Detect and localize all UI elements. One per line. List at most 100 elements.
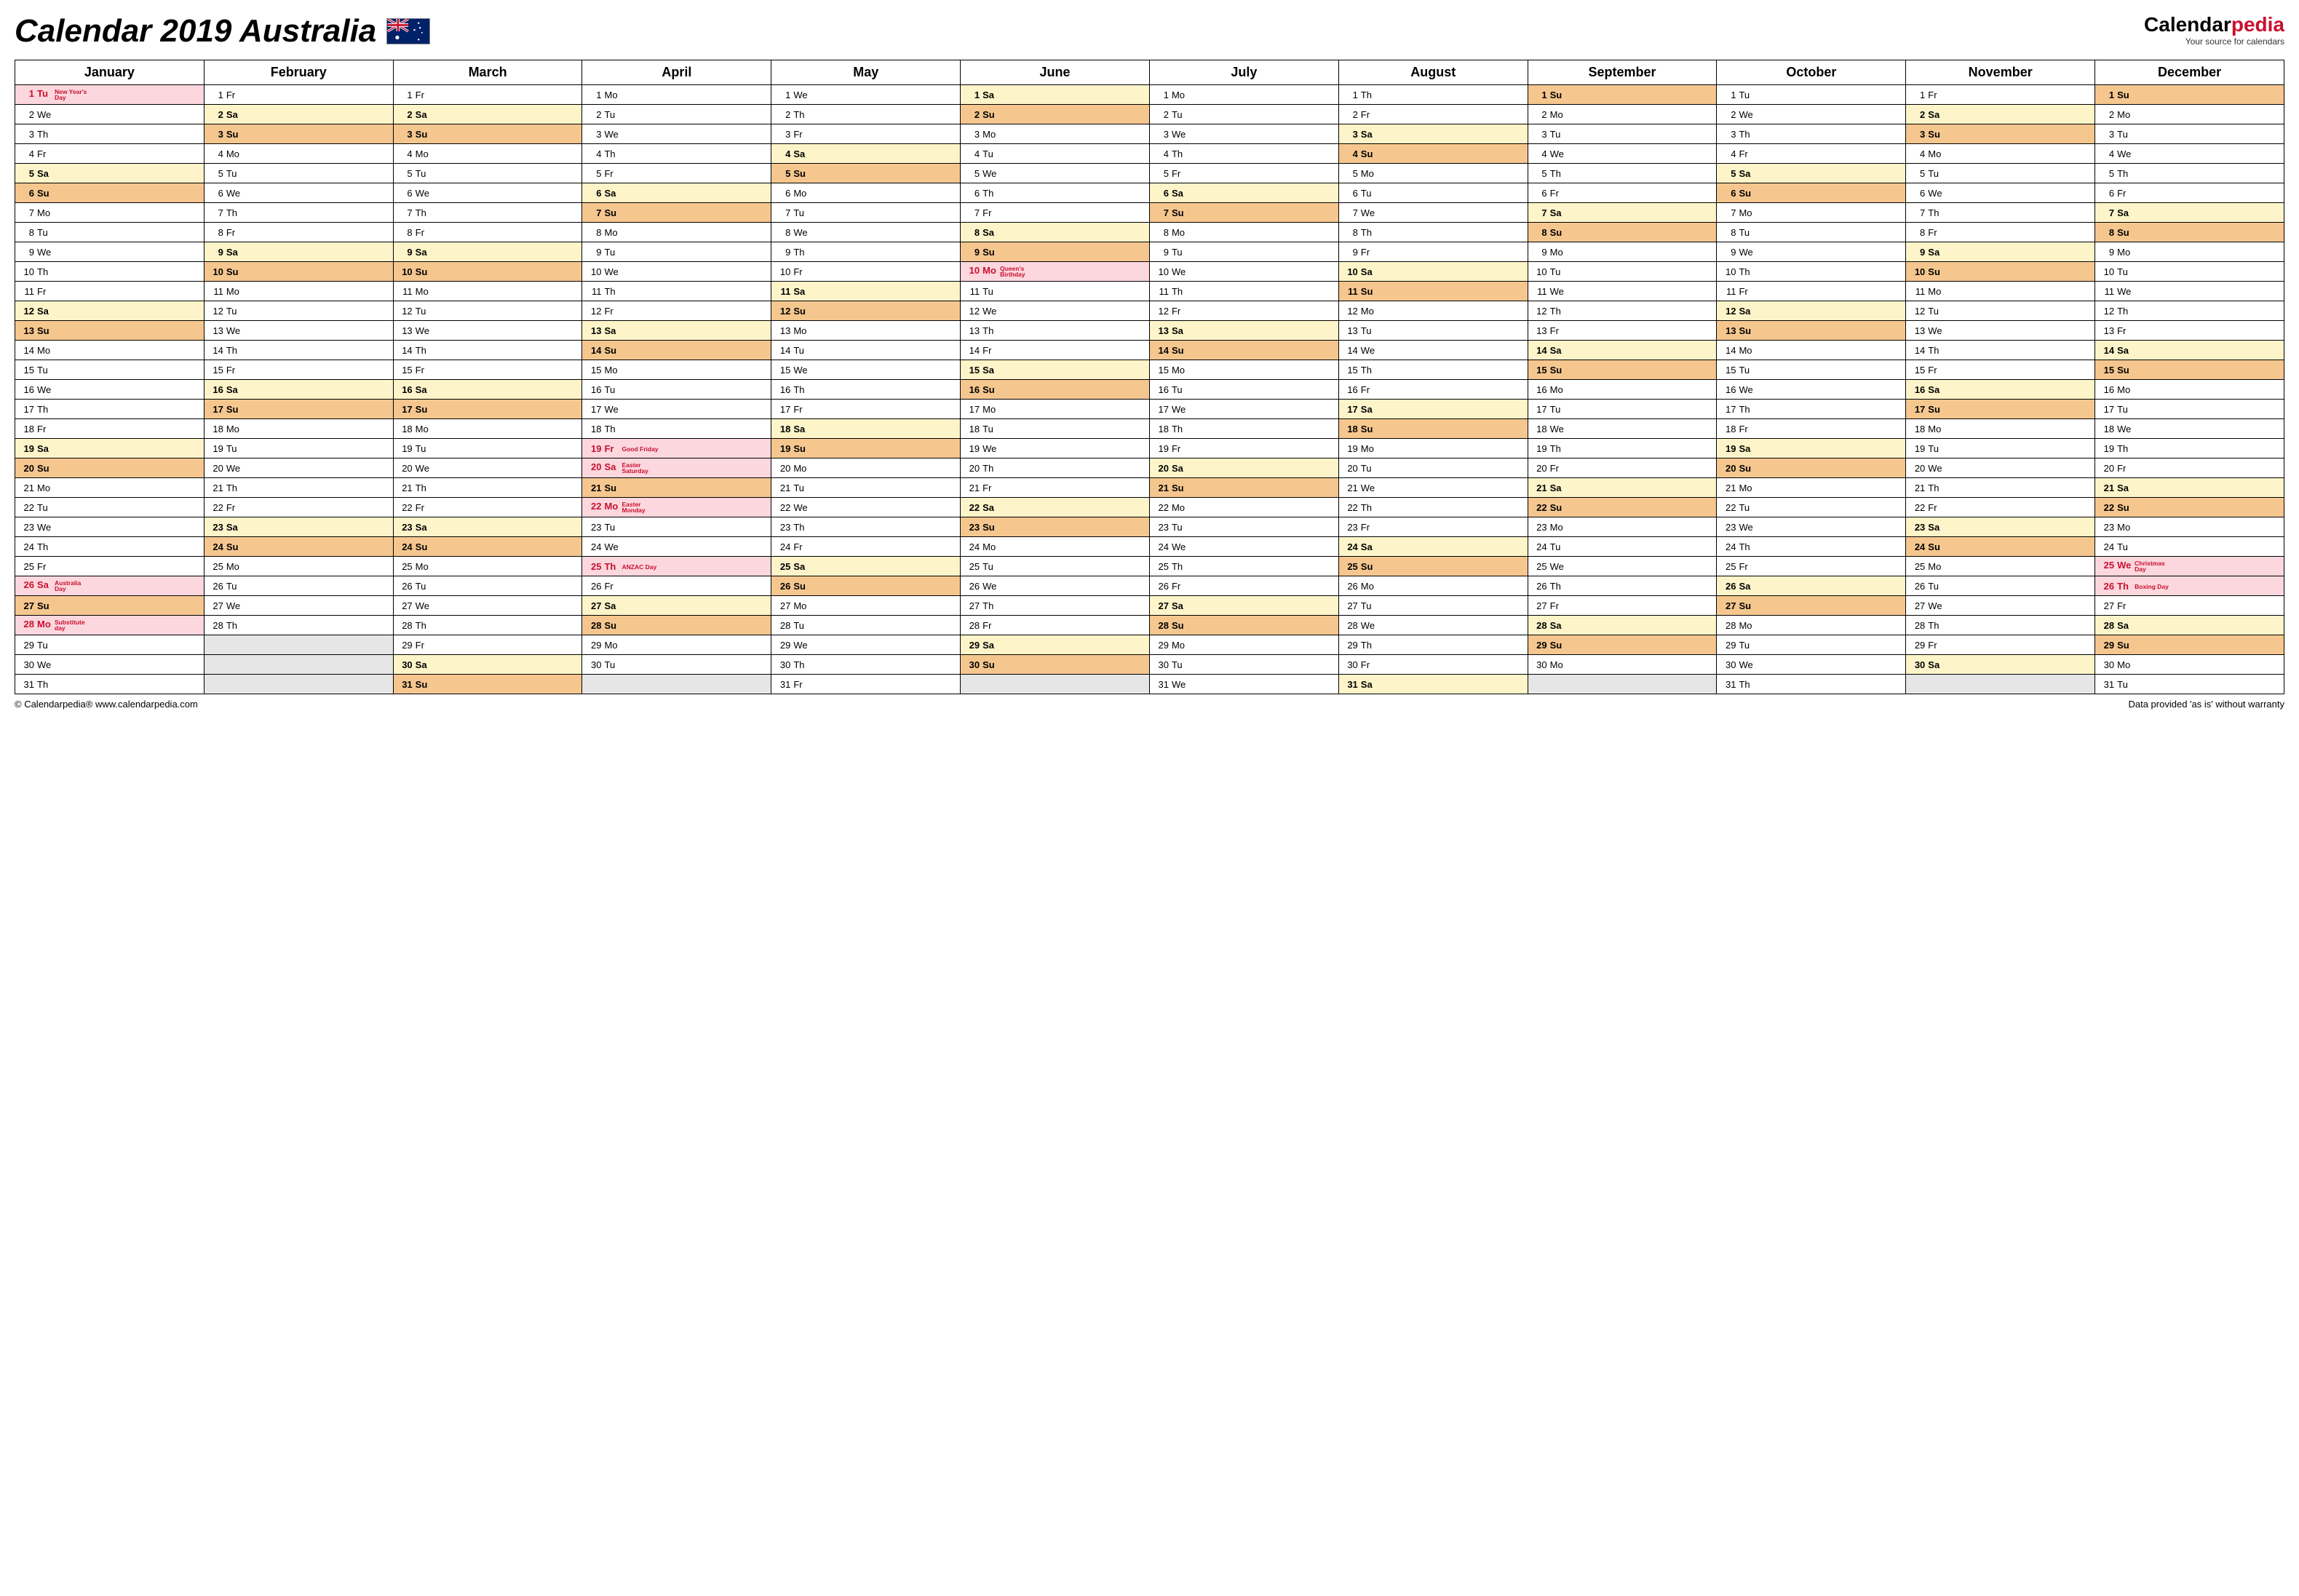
calendar-cell: 9Sa	[1906, 242, 2095, 262]
calendar-cell: 15Mo	[1149, 360, 1338, 380]
calendar-cell: 22Sa	[961, 498, 1150, 517]
calendar-cell: 14We	[1338, 341, 1528, 360]
calendar-cell: 11Th	[1149, 282, 1338, 301]
calendar-cell: 31Tu	[2095, 675, 2284, 694]
calendar-cell: 13We	[393, 321, 582, 341]
calendar-cell: 27Su	[1717, 596, 1906, 616]
calendar-cell: 16We	[15, 380, 205, 400]
calendar-cell: 23Sa	[1906, 517, 2095, 537]
calendar-cell: 19Sa	[15, 439, 205, 458]
calendar-cell: 17Th	[1717, 400, 1906, 419]
calendar-cell: 12Th	[2095, 301, 2284, 321]
calendar-cell: 12We	[961, 301, 1150, 321]
calendar-cell: 25Fr	[1717, 557, 1906, 576]
calendar-cell: 12Th	[1528, 301, 1717, 321]
calendar-cell: 15We	[771, 360, 961, 380]
calendar-cell: 26Fr	[582, 576, 771, 596]
calendar-cell: 27Sa	[1149, 596, 1338, 616]
calendar-cell: 3Sa	[1338, 124, 1528, 144]
calendar-cell: 30Fr	[1338, 655, 1528, 675]
calendar-cell: 15Mo	[582, 360, 771, 380]
calendar-cell: 22Fr	[393, 498, 582, 517]
calendar-cell: 24Sa	[1338, 537, 1528, 557]
calendar-cell: 24Tu	[2095, 537, 2284, 557]
calendar-cell: 10Su	[393, 262, 582, 282]
calendar-cell: 8We	[771, 223, 961, 242]
calendar-cell: 3Mo	[961, 124, 1150, 144]
calendar-cell: 6Fr	[1528, 183, 1717, 203]
calendar-cell: 23Tu	[582, 517, 771, 537]
calendar-cell: 14Mo	[1717, 341, 1906, 360]
calendar-cell: 30Tu	[582, 655, 771, 675]
calendar-cell: 31Fr	[771, 675, 961, 694]
calendar-cell: 9We	[1717, 242, 1906, 262]
calendar-cell: 30Su	[961, 655, 1150, 675]
calendar-cell: 4Su	[1338, 144, 1528, 164]
calendar-cell: 28MoSubstitute day	[15, 616, 205, 635]
calendar-cell: 5Su	[771, 164, 961, 183]
calendar-cell: 20Tu	[1338, 458, 1528, 478]
calendar-cell: 28Tu	[771, 616, 961, 635]
calendar-cell: 29We	[771, 635, 961, 655]
calendar-cell: 13Tu	[1338, 321, 1528, 341]
calendar-cell: 4Sa	[771, 144, 961, 164]
calendar-cell: 8Fr	[1906, 223, 2095, 242]
calendar-cell: 17Tu	[1528, 400, 1717, 419]
calendar-cell: 17Su	[204, 400, 393, 419]
calendar-cell: 14Su	[582, 341, 771, 360]
calendar-cell: 6We	[204, 183, 393, 203]
calendar-cell: 27Tu	[1338, 596, 1528, 616]
calendar-cell: 22We	[771, 498, 961, 517]
calendar-cell: 12Sa	[1717, 301, 1906, 321]
month-header: June	[961, 60, 1150, 85]
calendar-cell: 9Th	[771, 242, 961, 262]
calendar-cell: 26Tu	[204, 576, 393, 596]
calendar-cell: 24Fr	[771, 537, 961, 557]
calendar-cell: 3Su	[204, 124, 393, 144]
calendar-cell: 6Fr	[2095, 183, 2284, 203]
calendar-cell: 16We	[1717, 380, 1906, 400]
calendar-cell: 16Th	[771, 380, 961, 400]
page-title: Calendar 2019 Australia	[15, 13, 376, 49]
calendar-cell: 14Sa	[1528, 341, 1717, 360]
footer-right: Data provided 'as is' without warranty	[2128, 699, 2284, 710]
calendar-cell: 14Sa	[2095, 341, 2284, 360]
calendar-cell: 13We	[1906, 321, 2095, 341]
calendar-cell: 6Sa	[1149, 183, 1338, 203]
calendar-cell: 22Th	[1338, 498, 1528, 517]
calendar-cell: 13We	[204, 321, 393, 341]
calendar-cell: 10Tu	[1528, 262, 1717, 282]
calendar-cell: 29Th	[1338, 635, 1528, 655]
calendar-cell: 8Mo	[582, 223, 771, 242]
calendar-table: JanuaryFebruaryMarchAprilMayJuneJulyAugu…	[15, 60, 2284, 694]
calendar-cell: 3Tu	[2095, 124, 2284, 144]
calendar-cell: 9Fr	[1338, 242, 1528, 262]
month-header: January	[15, 60, 205, 85]
calendar-cell: 6Su	[1717, 183, 1906, 203]
calendar-cell: 2Fr	[1338, 105, 1528, 124]
calendar-cell: 22Fr	[1906, 498, 2095, 517]
calendar-cell: 25WeChristmas Day	[2095, 557, 2284, 576]
calendar-cell: 13Sa	[582, 321, 771, 341]
calendar-cell: 15Su	[2095, 360, 2284, 380]
calendar-cell: 19Th	[1528, 439, 1717, 458]
calendar-cell: 24Su	[204, 537, 393, 557]
calendar-cell: 5Mo	[1338, 164, 1528, 183]
calendar-cell: 11Mo	[393, 282, 582, 301]
calendar-cell: 5Tu	[1906, 164, 2095, 183]
calendar-cell: 2Su	[961, 105, 1150, 124]
calendar-cell: 4Mo	[1906, 144, 2095, 164]
calendar-cell: 5Sa	[15, 164, 205, 183]
calendar-cell: 7Su	[1149, 203, 1338, 223]
calendar-cell: 26We	[961, 576, 1150, 596]
calendar-cell: 11Fr	[15, 282, 205, 301]
calendar-cell	[1528, 675, 1717, 694]
logo-part2: pedia	[2231, 13, 2284, 36]
calendar-cell: 10Fr	[771, 262, 961, 282]
calendar-cell: 22Tu	[1717, 498, 1906, 517]
calendar-cell: 19We	[961, 439, 1150, 458]
calendar-cell: 4Tu	[961, 144, 1150, 164]
calendar-cell: 13Fr	[2095, 321, 2284, 341]
calendar-cell: 26Tu	[393, 576, 582, 596]
calendar-cell: 30We	[15, 655, 205, 675]
